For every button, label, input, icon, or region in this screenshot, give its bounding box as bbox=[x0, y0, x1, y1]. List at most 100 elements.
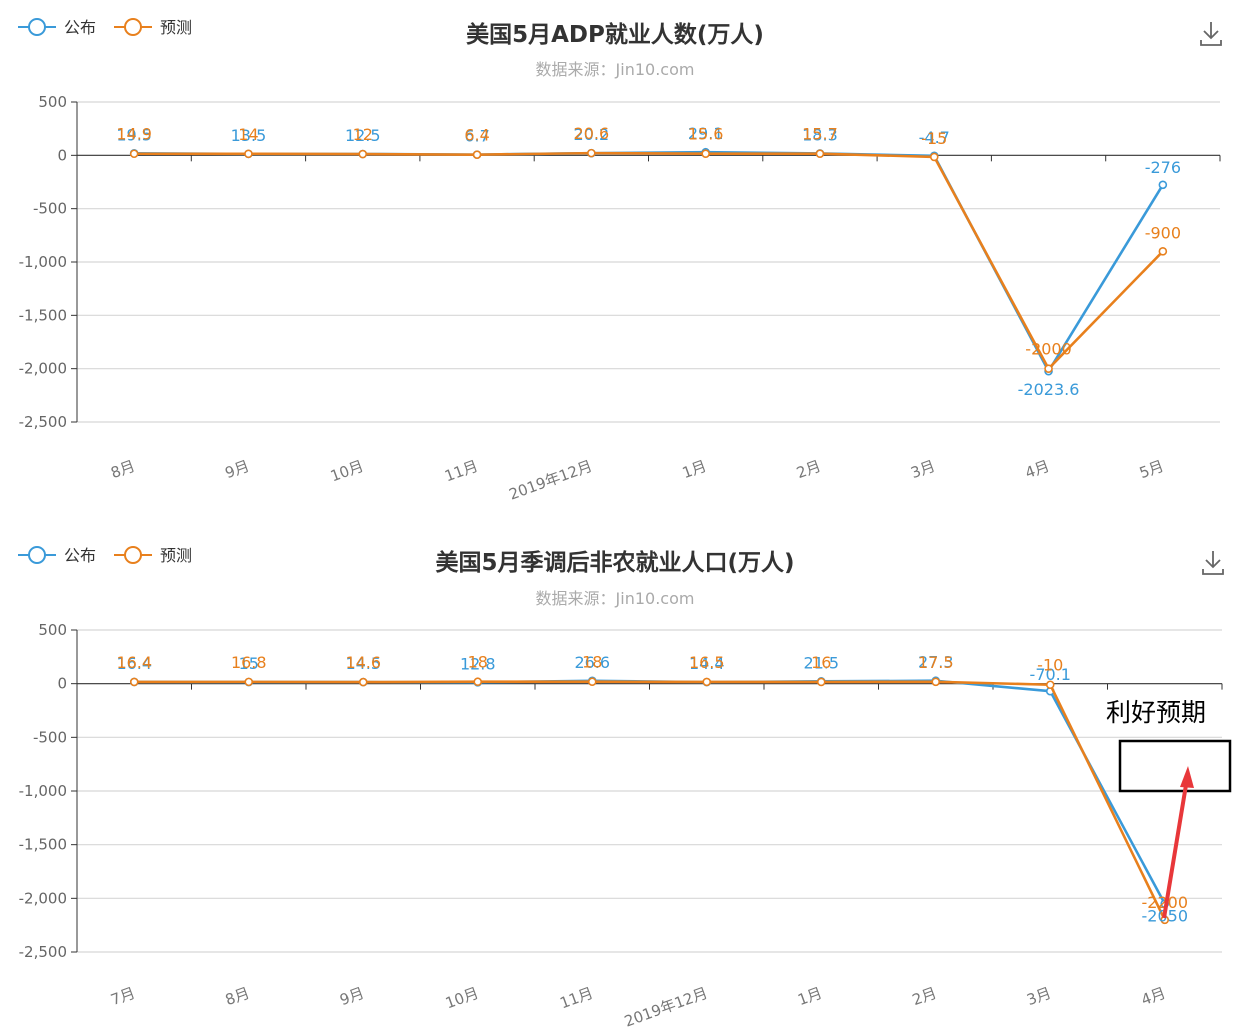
download-icon[interactable] bbox=[1202, 551, 1224, 575]
data-point[interactable] bbox=[1045, 680, 1055, 690]
legend-item-published[interactable]: 公布 bbox=[18, 546, 96, 565]
data-point[interactable] bbox=[244, 677, 254, 687]
data-label: 29.1 bbox=[688, 124, 724, 143]
y-tick-label: 0 bbox=[57, 146, 67, 164]
chart-1-legend[interactable]: 公布 预测 bbox=[18, 18, 192, 37]
y-tick-label: -1,000 bbox=[19, 782, 67, 800]
data-label: 14.9 bbox=[116, 125, 152, 144]
data-point[interactable] bbox=[244, 149, 253, 159]
download-icon[interactable] bbox=[1200, 22, 1222, 46]
data-label: -15 bbox=[921, 129, 947, 148]
data-label: 18 bbox=[582, 653, 602, 672]
chart-1-title: 美国5月ADP就业人数(万人) bbox=[466, 21, 764, 48]
x-tick-label: 3月 bbox=[1024, 984, 1053, 1009]
data-point[interactable] bbox=[931, 677, 941, 687]
chart-2-title: 美国5月季调后非农就业人口(万人) bbox=[435, 549, 794, 576]
data-label: 14.5 bbox=[345, 654, 381, 673]
data-label: 16.4 bbox=[116, 654, 152, 673]
legend-item-forecast[interactable]: 预测 bbox=[114, 18, 192, 37]
x-tick-label: 2月 bbox=[910, 984, 939, 1009]
data-point[interactable] bbox=[358, 677, 368, 687]
y-tick-label: -2,500 bbox=[19, 413, 67, 431]
x-tick-label: 4月 bbox=[1139, 984, 1168, 1009]
x-tick-label: 9月 bbox=[337, 984, 366, 1009]
x-tick-label: 2月 bbox=[794, 457, 823, 482]
series-line-published bbox=[134, 679, 1166, 905]
data-label: 16.8 bbox=[231, 653, 267, 672]
x-tick-label: 10月 bbox=[443, 984, 481, 1013]
y-tick-label: -2,000 bbox=[19, 360, 67, 378]
chart-1-series bbox=[129, 147, 1168, 376]
data-label: -276 bbox=[1145, 158, 1181, 177]
data-label: 16.4 bbox=[116, 653, 152, 672]
legend-item-forecast[interactable]: 预测 bbox=[114, 546, 192, 565]
legend-line-circle-icon bbox=[114, 546, 152, 564]
data-label: 12 bbox=[353, 125, 373, 144]
x-tick-label: 8月 bbox=[108, 457, 137, 482]
y-tick-label: -500 bbox=[33, 728, 67, 746]
data-point[interactable] bbox=[929, 152, 939, 162]
data-point[interactable] bbox=[358, 149, 368, 159]
x-tick-label: 1月 bbox=[680, 457, 709, 482]
data-label: 14.4 bbox=[689, 654, 725, 673]
chart-2-legend[interactable]: 公布 预测 bbox=[18, 546, 192, 565]
x-tick-label: 5月 bbox=[1137, 457, 1166, 482]
series-line-forecast bbox=[134, 680, 1166, 921]
y-tick-label: 0 bbox=[57, 675, 67, 693]
arrow-up-icon bbox=[1162, 766, 1194, 919]
data-point[interactable] bbox=[473, 677, 483, 687]
chart-1-data-labels: 19.5 13.5 12.5 6.7 20.2 29.1 18.3 -4.7 -2023.6 -2… bbox=[116, 124, 1181, 399]
data-point[interactable] bbox=[129, 677, 139, 687]
data-point[interactable] bbox=[1044, 364, 1053, 373]
chart-2: 美国5月季调后非农就业人口(万人) 数据来源：Jin10.com 公布 预测 bbox=[18, 546, 1232, 1031]
data-point[interactable] bbox=[1158, 247, 1168, 256]
data-label: -900 bbox=[1145, 223, 1181, 242]
data-point[interactable] bbox=[701, 149, 710, 158]
data-label: 16.5 bbox=[689, 653, 725, 672]
legend-label: 公布 bbox=[64, 18, 96, 37]
data-label: 18.3 bbox=[802, 125, 838, 144]
legend-label: 公布 bbox=[64, 546, 96, 565]
y-tick-label: -500 bbox=[33, 200, 67, 218]
data-point[interactable] bbox=[587, 677, 597, 687]
data-label: 20.2 bbox=[574, 125, 610, 144]
data-label: 15.7 bbox=[802, 125, 838, 144]
data-point[interactable] bbox=[472, 150, 482, 159]
data-point[interactable] bbox=[702, 677, 712, 687]
x-tick-label: 9月 bbox=[223, 457, 252, 482]
data-point[interactable] bbox=[815, 149, 825, 158]
data-label: 15.6 bbox=[688, 125, 724, 144]
x-tick-label: 8月 bbox=[223, 984, 252, 1009]
chart-1-subtitle: 数据来源：Jin10.com bbox=[536, 60, 695, 79]
chart-1-x-axis: 8月 9月 10月 11月 2019年12月 1月 2月 3月 4月 5月 bbox=[76, 154, 1221, 504]
data-label: 18 bbox=[468, 653, 488, 672]
data-label: 13.5 bbox=[231, 126, 267, 145]
data-label: 20.6 bbox=[574, 124, 610, 143]
annotation-box bbox=[1118, 739, 1232, 793]
data-label: -2000 bbox=[1025, 340, 1072, 359]
legend-line-circle-icon bbox=[18, 18, 56, 36]
data-label: 27.3 bbox=[918, 653, 954, 672]
data-label: 14 bbox=[238, 125, 258, 144]
legend-item-published[interactable]: 公布 bbox=[18, 18, 96, 37]
y-tick-label: -2,000 bbox=[19, 889, 67, 907]
data-label: -70.1 bbox=[1030, 665, 1071, 684]
x-tick-label: 11月 bbox=[557, 984, 595, 1013]
data-label: 6.7 bbox=[464, 127, 489, 146]
x-tick-label: 3月 bbox=[908, 457, 937, 482]
y-tick-label: -1,500 bbox=[19, 306, 67, 324]
data-point[interactable] bbox=[816, 677, 826, 687]
legend-line-circle-icon bbox=[18, 546, 56, 564]
x-tick-label: 10月 bbox=[328, 457, 366, 486]
chart-2-subtitle: 数据来源：Jin10.com bbox=[536, 589, 695, 608]
chart-1-grid bbox=[77, 101, 1220, 423]
data-label: 16 bbox=[811, 653, 831, 672]
chart-2-data-labels: 16.41514.512.826.614.421.527.3-70.1-2050… bbox=[116, 653, 1188, 926]
data-point[interactable] bbox=[1158, 180, 1168, 190]
annotation-text: 利好预期 bbox=[1106, 698, 1206, 727]
chart-2-x-axis: 7月 8月 9月 10月 11月 2019年12月 1月 2月 3月 4月 bbox=[76, 683, 1223, 1031]
data-point[interactable] bbox=[129, 149, 139, 159]
data-point[interactable] bbox=[587, 148, 596, 158]
data-label: 21.5 bbox=[803, 653, 839, 672]
